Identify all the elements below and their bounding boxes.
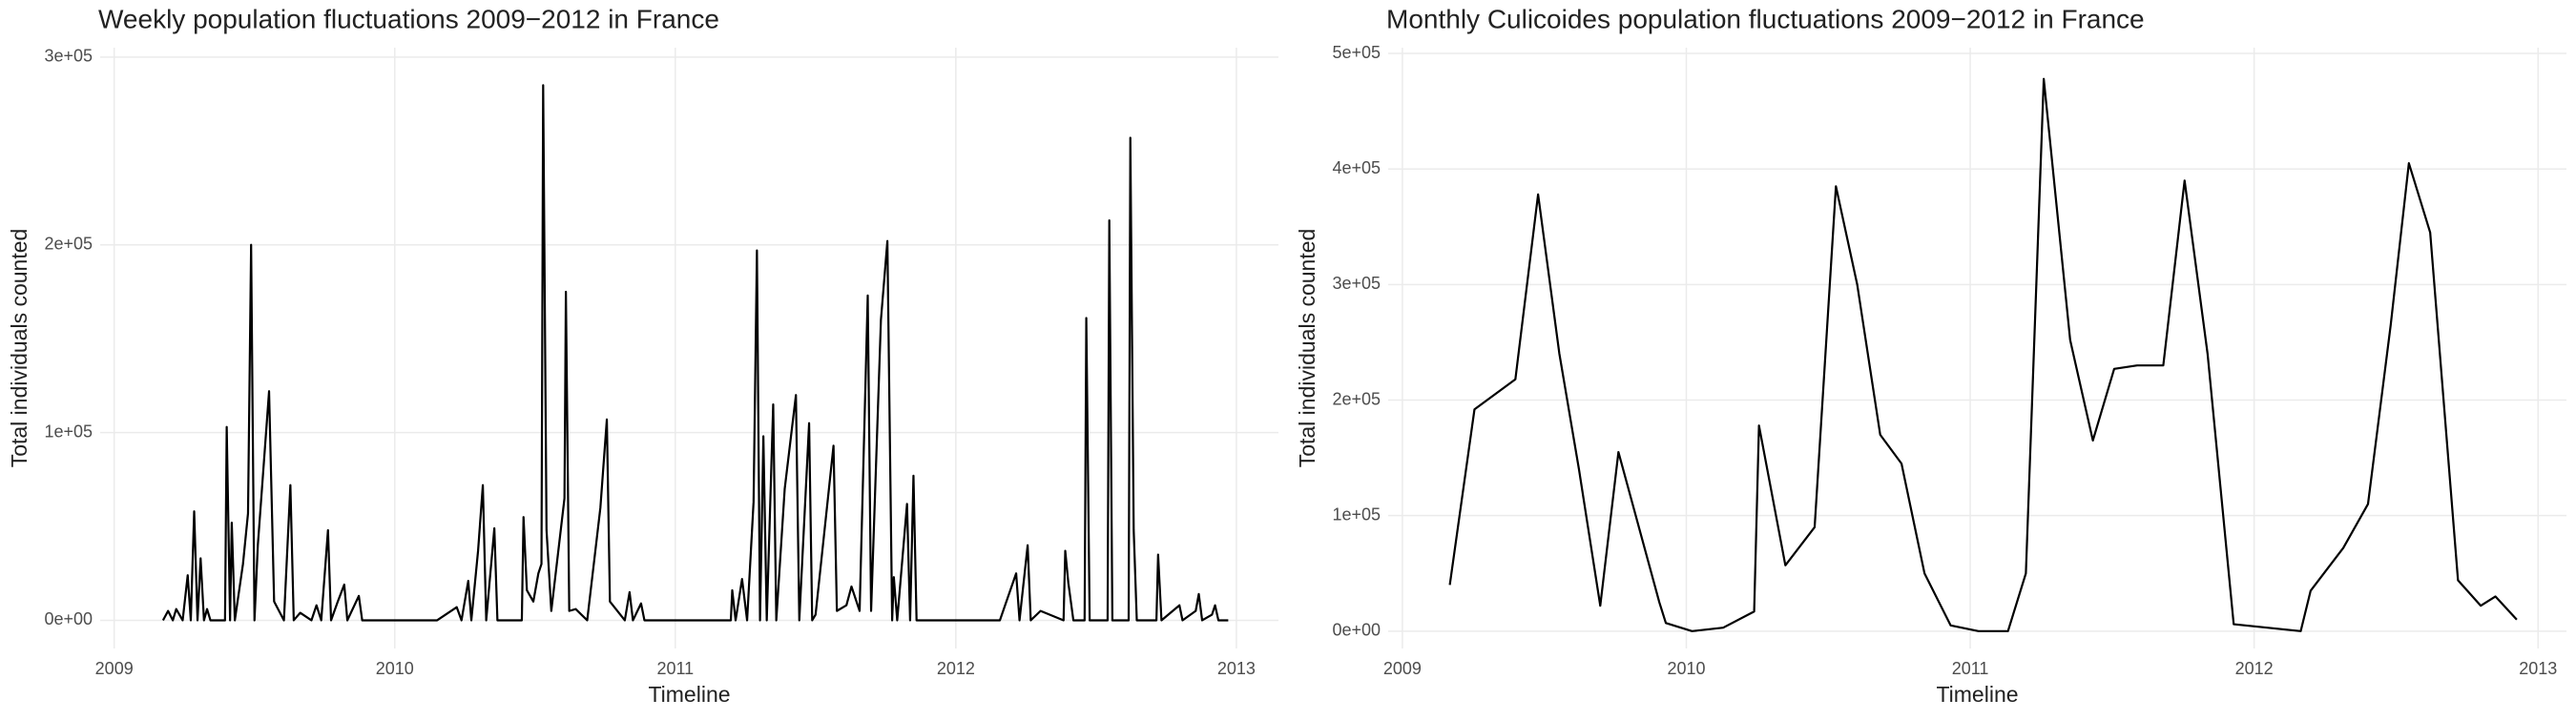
y-axis-label: Total individuals counted: [1295, 229, 1319, 468]
x-tick-label: 2011: [656, 659, 694, 678]
y-tick-label: 0e+00: [1332, 621, 1381, 640]
chart-title: Weekly population fluctuations 2009−2012…: [98, 4, 719, 33]
panel: Weekly population fluctuations 2009−2012…: [7, 4, 1278, 707]
x-axis-label: Timeline: [1936, 682, 2018, 707]
y-tick-label: 3e+05: [1332, 274, 1381, 293]
y-tick-label: 1e+05: [1332, 504, 1381, 524]
line: [1448, 77, 2518, 632]
x-tick-label: 2011: [1952, 659, 1989, 678]
x-tick-label: 2013: [2519, 659, 2557, 678]
y-axis-label: Total individuals counted: [7, 229, 31, 468]
y-tick-label: 4e+05: [1332, 158, 1381, 177]
y-tick-label: 3e+05: [44, 47, 93, 66]
x-tick-label: 2009: [1383, 659, 1422, 678]
chart-title: Monthly Culicoides population fluctuatio…: [1386, 4, 2145, 33]
y-tick-label: 2e+05: [44, 234, 93, 253]
y-tick-label: 0e+00: [44, 609, 93, 628]
x-tick-label: 2009: [95, 659, 134, 678]
line: [161, 84, 1229, 622]
y-tick-label: 1e+05: [44, 422, 93, 441]
x-tick-label: 2010: [1667, 659, 1705, 678]
x-tick-label: 2012: [937, 659, 975, 678]
x-tick-label: 2010: [376, 659, 414, 678]
x-tick-label: 2013: [1217, 659, 1256, 678]
y-tick-label: 5e+05: [1332, 43, 1381, 62]
panel: Monthly Culicoides population fluctuatio…: [1295, 4, 2566, 707]
x-tick-label: 2012: [2235, 659, 2274, 678]
y-tick-label: 2e+05: [1332, 389, 1381, 408]
x-axis-label: Timeline: [648, 682, 730, 707]
